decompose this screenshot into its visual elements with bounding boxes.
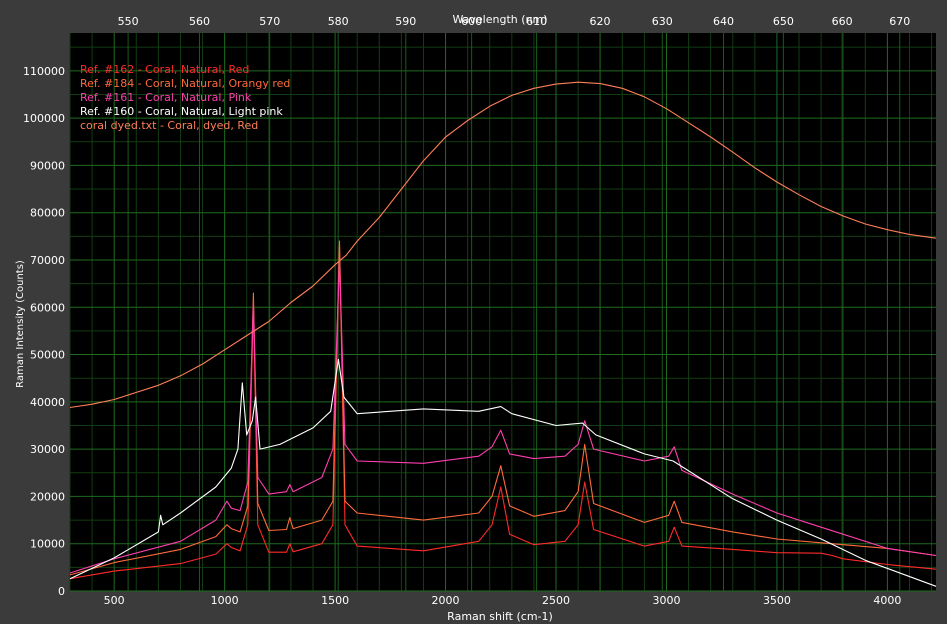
y-tick-label: 40000 bbox=[30, 396, 65, 409]
x-tick-label: 1000 bbox=[211, 594, 239, 607]
top-tick-label: 650 bbox=[773, 15, 794, 28]
y-tick-label: 70000 bbox=[30, 254, 65, 267]
top-tick-label: 610 bbox=[526, 15, 547, 28]
y-tick-label: 100000 bbox=[23, 112, 65, 125]
top-tick-label: 550 bbox=[118, 15, 139, 28]
series-line-1 bbox=[69, 245, 937, 580]
legend-entry-5: coral dyed.txt - Coral, dyed, Red bbox=[80, 119, 258, 132]
x-tick-label: 3000 bbox=[652, 594, 680, 607]
top-tick-label: 640 bbox=[713, 15, 734, 28]
top-tick-label: 590 bbox=[395, 15, 416, 28]
top-tick-label: 630 bbox=[652, 15, 673, 28]
series-line-2 bbox=[69, 240, 937, 576]
y-tick-label: 50000 bbox=[30, 349, 65, 362]
y-tick-label: 30000 bbox=[30, 443, 65, 456]
series-line-5 bbox=[69, 81, 937, 409]
grid-lines bbox=[69, 33, 936, 592]
x-tick-label: 500 bbox=[104, 594, 125, 607]
legend-entry-3: Ref. #161 - Coral, Natural, Pink bbox=[80, 91, 252, 104]
top-tick-label: 560 bbox=[189, 15, 210, 28]
legend-entry-1: Ref. #162 - Coral, Natural, Red bbox=[80, 63, 249, 76]
y-tick-label: 110000 bbox=[23, 65, 65, 78]
top-tick-label: 620 bbox=[589, 15, 610, 28]
x-tick-label: 2000 bbox=[432, 594, 460, 607]
y-tick-label: 20000 bbox=[30, 490, 65, 503]
y-axis-label: Raman Intensity (Counts) bbox=[15, 260, 26, 388]
series-lines bbox=[69, 81, 937, 587]
y-tick-label: 0 bbox=[58, 585, 65, 598]
x-tick-label: 4000 bbox=[873, 594, 901, 607]
top-tick-label: 670 bbox=[889, 15, 910, 28]
top-tick-label: 580 bbox=[328, 15, 349, 28]
top-tick-label: 570 bbox=[259, 15, 280, 28]
x-tick-label: 1500 bbox=[321, 594, 349, 607]
top-axis-label: Wavelength (nm) bbox=[452, 13, 547, 26]
x-axis-label: Raman shift (cm-1) bbox=[447, 610, 553, 623]
x-tick-label: 3500 bbox=[763, 594, 791, 607]
top-tick-label: 660 bbox=[832, 15, 853, 28]
legend-entry-2: Ref. #184 - Coral, Natural, Orangy red bbox=[80, 77, 290, 90]
top-tick-label: 600 bbox=[461, 15, 482, 28]
legend-entry-4: Ref. #160 - Coral, Natural, Light pink bbox=[80, 105, 283, 118]
y-tick-label: 60000 bbox=[30, 301, 65, 314]
y-tick-label: 90000 bbox=[30, 159, 65, 172]
y-tick-label: 10000 bbox=[30, 538, 65, 551]
axes: 500 1000 1500 2000 2500 3000 3500 4000010000200… bbox=[23, 15, 910, 607]
x-tick-label: 2500 bbox=[542, 594, 570, 607]
series-line-4 bbox=[69, 358, 937, 587]
series-line-3 bbox=[69, 259, 937, 574]
y-tick-label: 80000 bbox=[30, 207, 65, 220]
